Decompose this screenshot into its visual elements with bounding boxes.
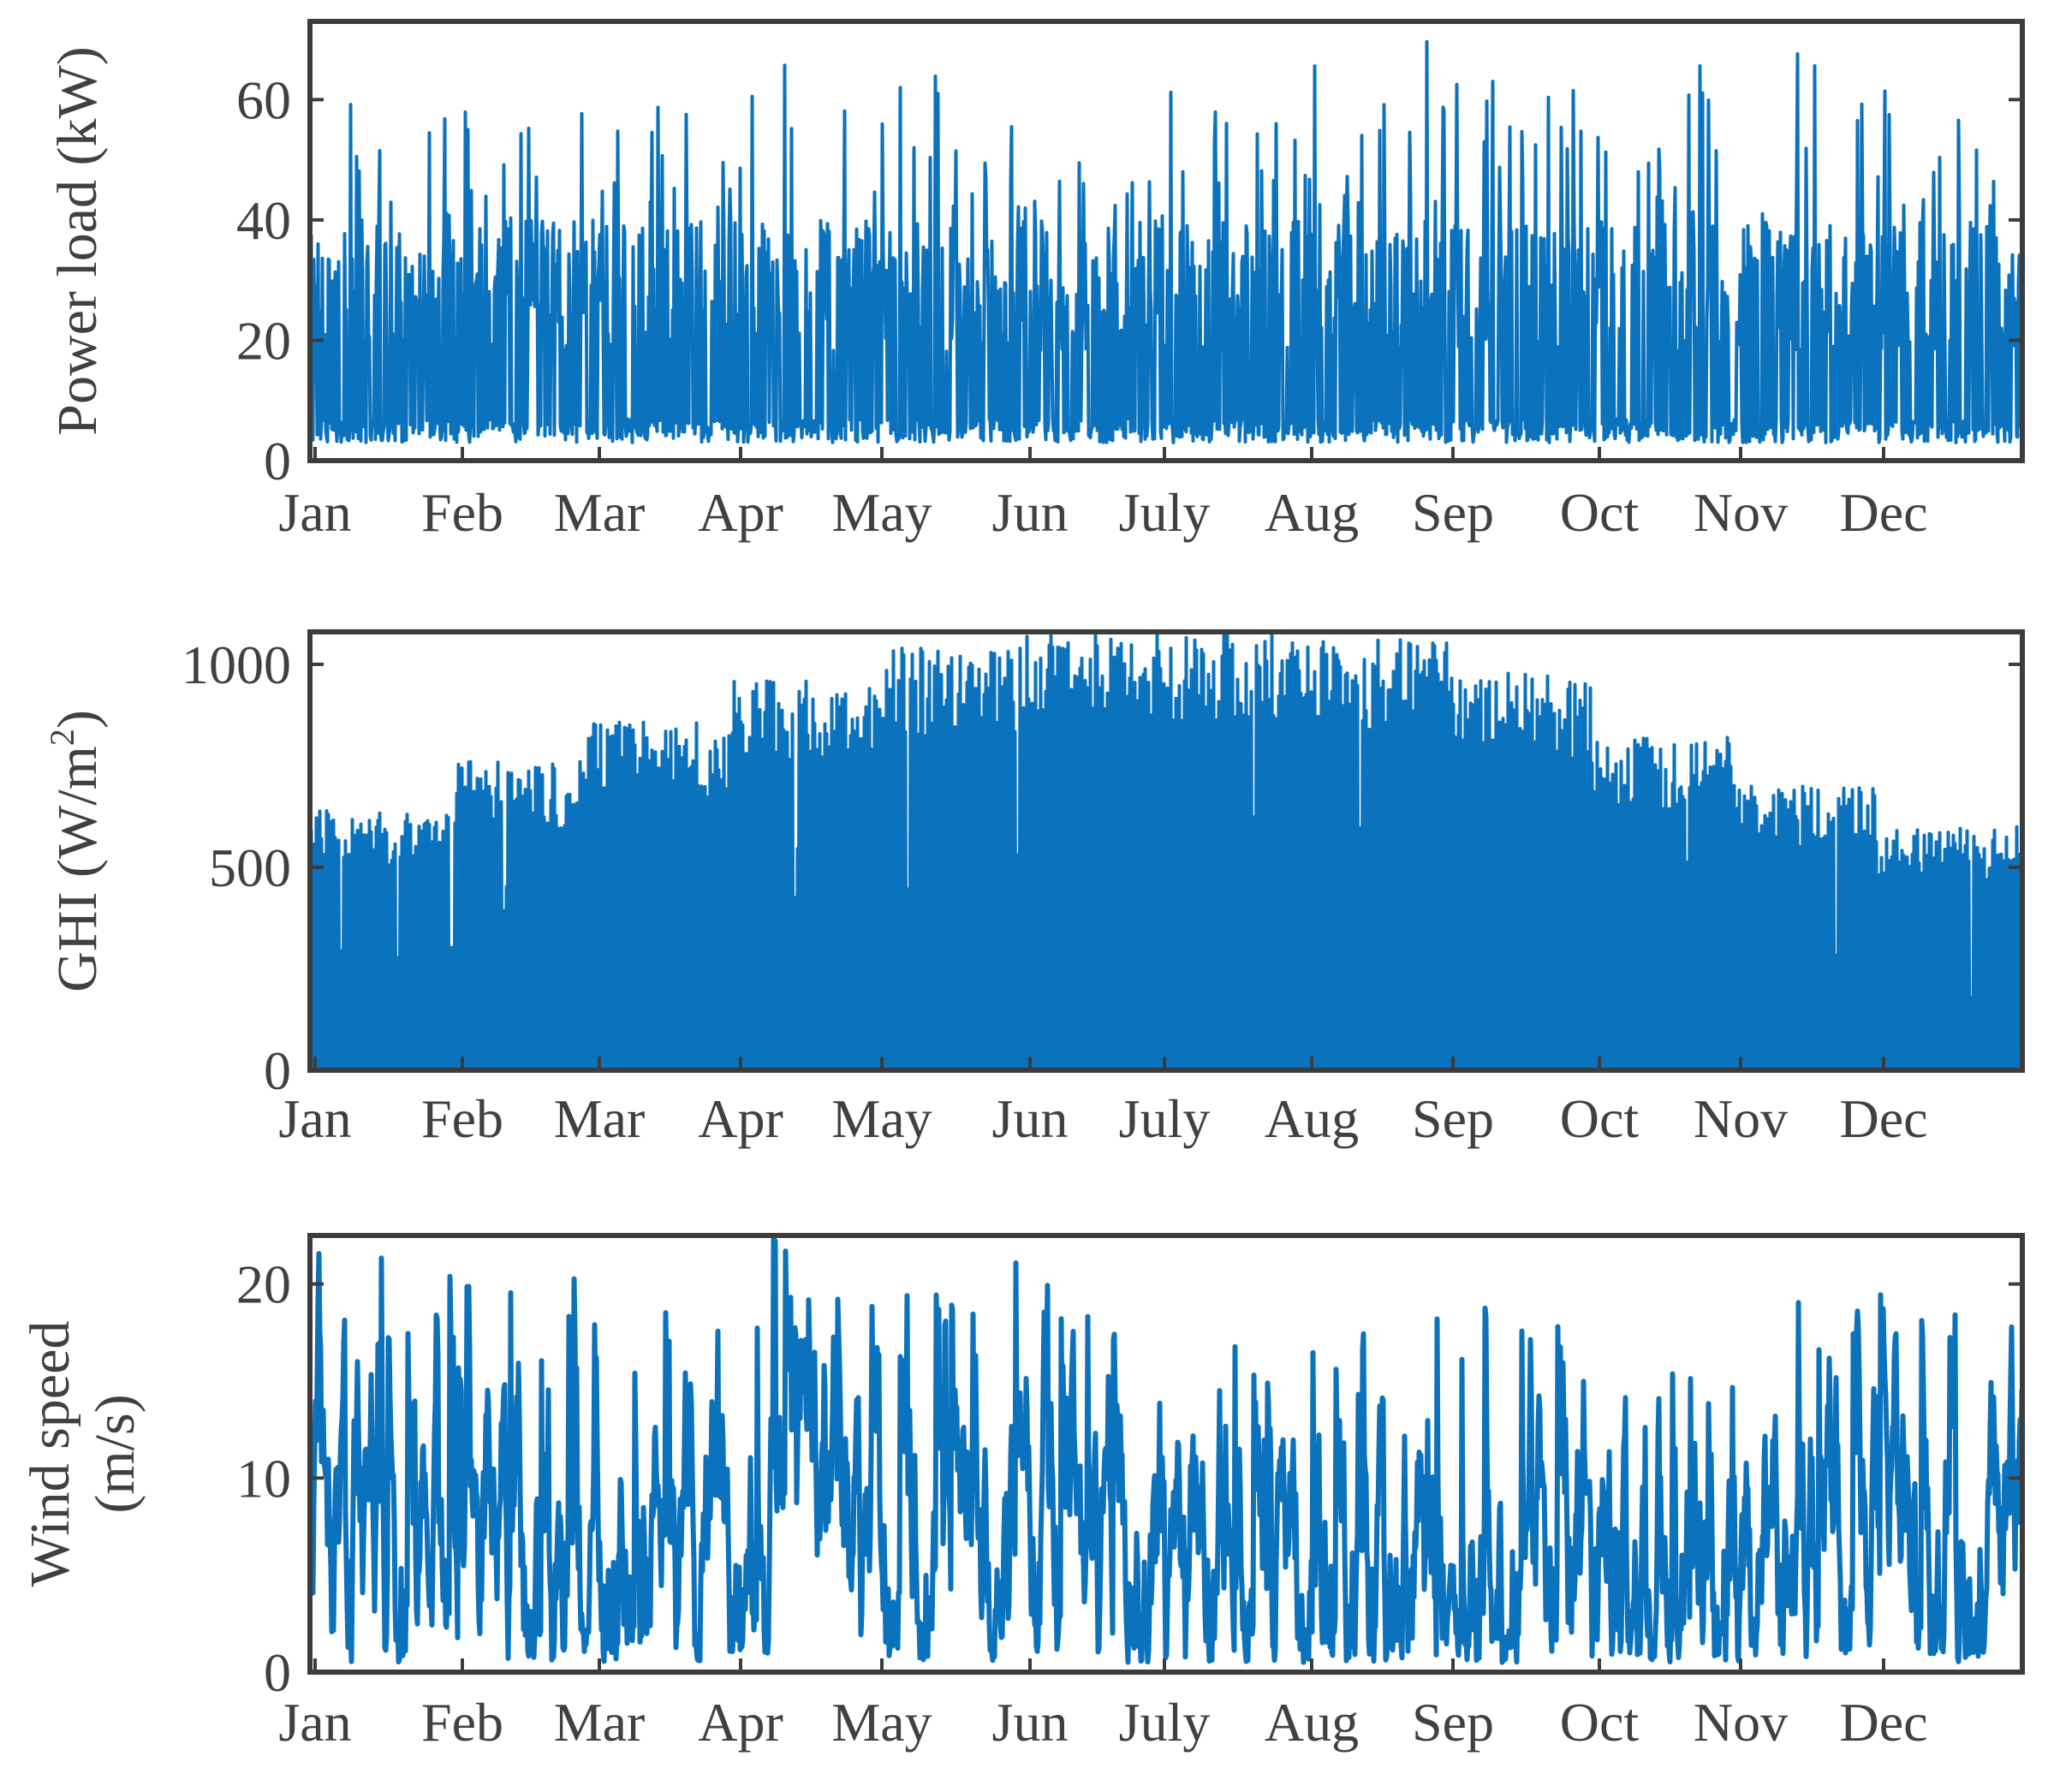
x-tick-label: Mar [554, 1088, 646, 1149]
y-axis-label: GHI (W/m2) [43, 710, 109, 992]
x-tick-label: July [1119, 482, 1211, 543]
x-tick-label: July [1119, 1692, 1211, 1753]
x-tick-label: Jan [278, 1692, 351, 1753]
x-tick-label: Feb [421, 1692, 503, 1753]
x-tick-label: Oct [1560, 482, 1640, 543]
y-tick-label: 0 [264, 1040, 291, 1101]
y-tick-label: 20 [236, 1254, 291, 1315]
wind-speed-panel: 0 10 20 Jan Feb Mar Apr May Jun July Aug Sep Oct Nov D… [19, 1233, 2025, 1753]
x-tick-label: Aug [1265, 1692, 1359, 1753]
y-tick-label: 0 [264, 1642, 291, 1703]
x-tick-label: Aug [1265, 1088, 1359, 1149]
x-tick-label: Jun [992, 1692, 1069, 1753]
x-tick-label: May [831, 1692, 932, 1753]
x-tick-label: Mar [554, 1692, 646, 1753]
x-tick-label: May [831, 1088, 932, 1149]
power-load-panel: 0 20 40 60 Jan Feb Mar Apr May Jun July Aug Sep Oct No… [46, 19, 2025, 543]
y-tick-label: 20 [236, 310, 291, 371]
y-tick-label: 40 [236, 190, 291, 251]
y-axis-label: Power load (kW) [46, 46, 109, 436]
x-tick-label: Feb [421, 482, 503, 543]
x-tick-label: Mar [554, 482, 646, 543]
ghi-panel: 0 500 1000 Jan Feb Mar Apr May Jun July Aug Sep Oct N… [43, 629, 2025, 1149]
x-tick-label: Jun [992, 1088, 1069, 1149]
y-axis-label: Wind speed(m/s) [19, 1321, 146, 1587]
x-tick-label: Oct [1560, 1692, 1640, 1753]
x-tick-label: Nov [1694, 482, 1788, 543]
x-tick-label: Apr [698, 1088, 783, 1149]
x-tick-label: Sep [1412, 1692, 1494, 1753]
x-tick-label: Dec [1839, 1692, 1927, 1753]
x-tick-label: Jan [278, 1088, 351, 1149]
x-tick-label: Apr [698, 482, 783, 543]
y-tick-label: 10 [236, 1448, 291, 1509]
x-tick-label: Nov [1694, 1692, 1788, 1753]
x-tick-label: Jun [992, 482, 1069, 543]
y-tick-label: 500 [209, 837, 291, 898]
x-tick-label: Nov [1694, 1088, 1788, 1149]
x-tick-label: Jan [278, 482, 351, 543]
series-line [308, 630, 2024, 1072]
x-tick-label: Sep [1412, 482, 1494, 543]
y-tick-label: 0 [264, 431, 291, 491]
x-tick-label: Feb [421, 1088, 503, 1149]
y-tick-label: 60 [236, 69, 291, 130]
x-tick-label: July [1119, 1088, 1211, 1149]
y-tick-label: 1000 [182, 634, 291, 695]
x-tick-label: May [831, 482, 932, 543]
series-line [307, 1236, 2025, 1665]
x-tick-label: Oct [1560, 1088, 1640, 1149]
x-tick-label: Dec [1839, 482, 1927, 543]
x-tick-label: Apr [698, 1692, 783, 1753]
x-tick-label: Sep [1412, 1088, 1494, 1149]
series-line [308, 39, 2024, 444]
x-tick-label: Aug [1265, 482, 1359, 543]
x-tick-label: Dec [1839, 1088, 1927, 1149]
